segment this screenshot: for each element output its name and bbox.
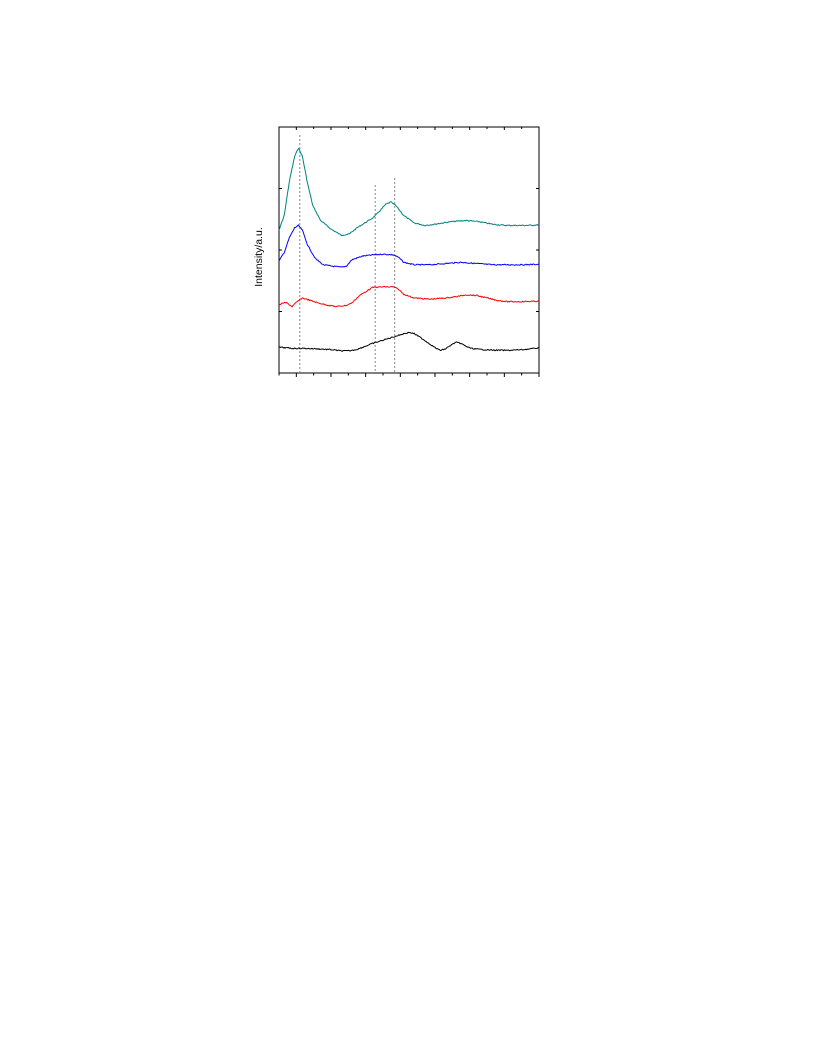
series-line-2 <box>278 224 540 268</box>
ticks-layer <box>278 127 540 377</box>
series-line-1 <box>278 147 540 237</box>
series-line-3 <box>278 285 540 308</box>
y-axis-label: Intensity/a.u. <box>253 227 265 287</box>
plot-frame <box>278 126 540 374</box>
series-layer <box>278 147 540 352</box>
reference-lines <box>299 135 396 373</box>
series-line-4 <box>278 331 540 352</box>
